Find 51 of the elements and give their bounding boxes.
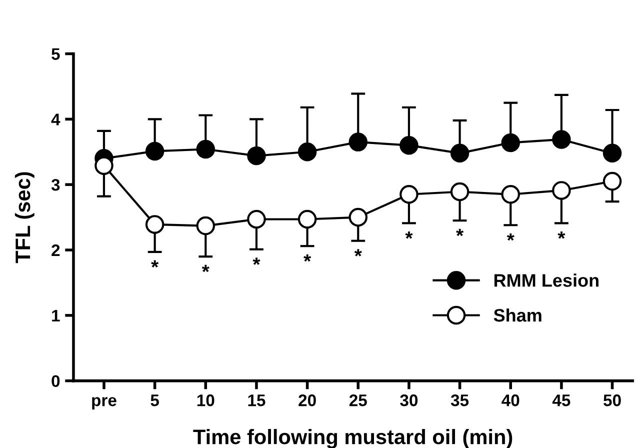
annotation: * — [304, 254, 312, 262]
point — [552, 181, 571, 200]
point — [348, 208, 368, 227]
annotation: * — [558, 231, 566, 239]
point — [400, 185, 418, 204]
x-tick-label: 15 — [248, 394, 266, 406]
x-tick-label: pre — [92, 397, 116, 410]
point — [400, 136, 418, 155]
x-axis-title: Time following mustard oil (min) — [193, 428, 512, 448]
x-tick-label: 30 — [400, 394, 418, 406]
point — [196, 140, 216, 159]
y-tick-label: 3 — [51, 178, 60, 191]
point — [145, 215, 164, 234]
x-tick-label: 35 — [450, 394, 469, 406]
point — [298, 142, 317, 162]
annotation: * — [252, 258, 260, 265]
annotation: * — [405, 231, 413, 239]
annotation: * — [202, 264, 210, 272]
x-tick-label: 45 — [552, 394, 570, 406]
point — [501, 185, 520, 204]
y-tick-label: 1 — [52, 310, 60, 322]
y-tick-label: 2 — [52, 244, 60, 256]
y-axis-title: TFL (sec) — [14, 172, 34, 264]
point — [247, 210, 266, 229]
annotation: * — [151, 260, 159, 268]
point — [247, 146, 266, 166]
annotation: * — [354, 249, 362, 256]
y-tick-label: 4 — [51, 114, 60, 126]
point — [450, 144, 470, 163]
point — [94, 156, 114, 175]
x-tick-label: 40 — [502, 394, 520, 406]
point — [602, 172, 622, 191]
y-tick-label: 0 — [52, 375, 60, 388]
point — [501, 133, 520, 152]
y-tick-label: 5 — [52, 48, 60, 60]
x-tick-label: 25 — [349, 394, 367, 406]
point — [450, 182, 470, 202]
x-tick-label: 5 — [150, 394, 159, 406]
legend-label: RMM Lesion — [494, 274, 598, 287]
x-tick-label: 20 — [298, 394, 316, 406]
point — [348, 132, 368, 152]
legend-label: Sham — [494, 308, 542, 322]
point — [196, 216, 216, 236]
point — [298, 210, 317, 229]
point — [602, 144, 622, 163]
point — [145, 142, 164, 161]
annotation: * — [506, 233, 514, 241]
point — [552, 130, 571, 149]
annotation: * — [456, 228, 464, 236]
x-tick-label: 50 — [604, 394, 621, 406]
x-tick-label: 10 — [197, 394, 214, 406]
